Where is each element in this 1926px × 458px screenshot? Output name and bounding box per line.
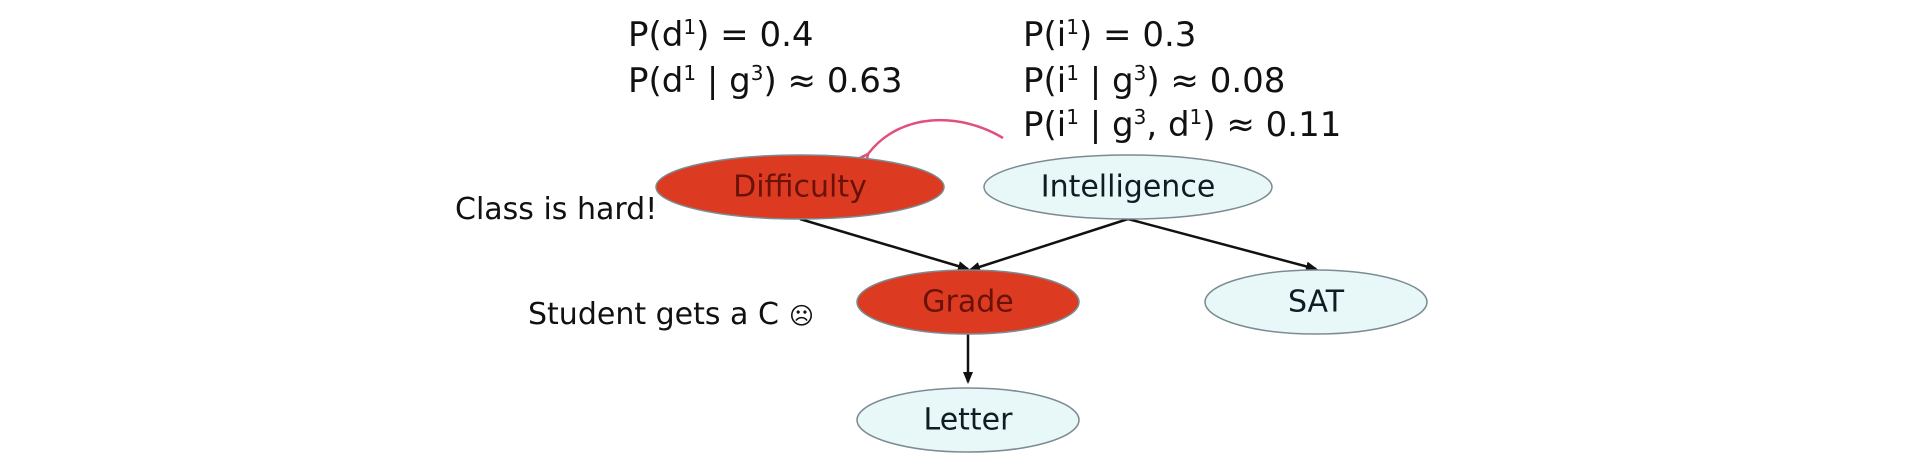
explaining-away-arrow	[868, 118, 1004, 154]
node-difficulty: Difficulty	[655, 154, 945, 220]
edge-intelligence-sat	[1127, 217, 1318, 272]
node-grade-label: Grade	[922, 285, 1013, 320]
node-letter-shape	[856, 387, 1080, 453]
node-sat-label: SAT	[1288, 285, 1345, 320]
prob-d1-given-g3: P(d1 | g3) ≈ 0.63	[628, 61, 903, 101]
annotation-student-c: Student gets a C ☹	[528, 297, 814, 332]
node-grade: Grade	[856, 269, 1080, 335]
node-intelligence: Intelligence	[983, 154, 1273, 220]
prob-i1-given-g3: P(i1 | g3) ≈ 0.08	[1023, 61, 1285, 101]
node-difficulty-shape	[655, 154, 945, 220]
edges	[799, 217, 1318, 384]
node-sat: SAT	[1204, 269, 1428, 335]
node-letter: Letter	[856, 387, 1080, 453]
edge-difficulty-grade	[799, 217, 970, 271]
prob-i1-given-g3-d1: P(i1 | g3, d1) ≈ 0.11	[1023, 105, 1341, 145]
prob-d1-marginal: P(d1) = 0.4	[628, 15, 814, 55]
node-sat-shape	[1204, 269, 1428, 335]
node-intelligence-label: Intelligence	[1041, 170, 1216, 205]
annotation-class-hard: Class is hard!	[455, 192, 657, 227]
node-intelligence-shape	[983, 154, 1273, 220]
edge-intelligence-grade	[968, 217, 1129, 272]
node-difficulty-label: Difficulty	[733, 170, 867, 205]
difficulty-probabilities: P(d1) = 0.4 P(d1 | g3) ≈ 0.63	[628, 15, 903, 101]
node-grade-shape	[856, 269, 1080, 335]
intelligence-probabilities: P(i1) = 0.3 P(i1 | g3) ≈ 0.08 P(i1 | g3,…	[1023, 15, 1341, 145]
node-letter-label: Letter	[924, 403, 1014, 438]
prob-i1-marginal: P(i1) = 0.3	[1023, 15, 1196, 55]
frown-icon: ☹	[789, 302, 814, 330]
